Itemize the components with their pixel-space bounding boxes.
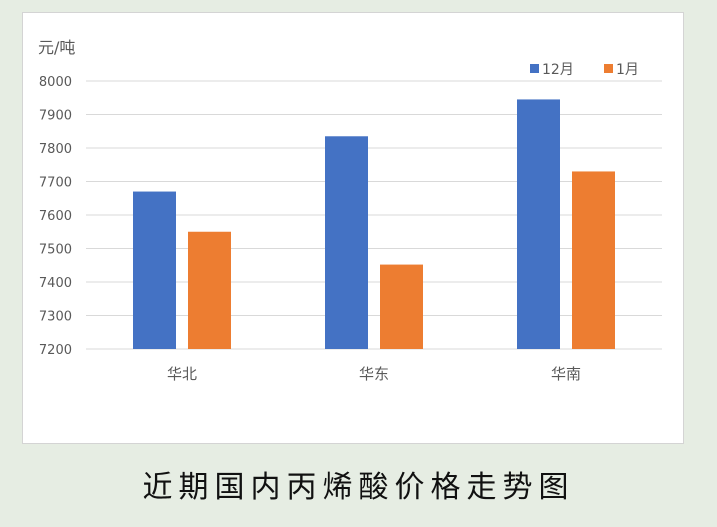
- y-tick-label: 7900: [39, 109, 72, 124]
- y-tick-label: 7200: [39, 343, 72, 358]
- legend: 12月 1月: [530, 62, 639, 78]
- y-tick-label: 7400: [39, 276, 72, 291]
- figure-caption: 近期国内丙烯酸价格走势图: [142, 470, 575, 505]
- legend-swatch: [604, 64, 613, 73]
- bars: [133, 99, 615, 349]
- legend-swatch: [530, 64, 539, 73]
- bar-jan-0: [188, 231, 231, 349]
- bar-jan-2: [572, 171, 615, 349]
- legend-label: 12月: [542, 62, 574, 78]
- bar-dec-2: [517, 99, 560, 349]
- y-tick-label: 7500: [39, 243, 72, 258]
- bar-jan-1: [380, 264, 423, 349]
- bar-dec-0: [133, 191, 176, 349]
- y-unit-label: 元/吨: [38, 38, 75, 57]
- gridlines: [86, 80, 662, 350]
- legend-label: 1月: [616, 62, 639, 78]
- x-axis-labels: 华北 华东 华南: [167, 365, 581, 383]
- y-tick-label: 8000: [39, 75, 72, 90]
- y-tick-label: 7700: [39, 176, 72, 191]
- y-tick-label: 7300: [39, 310, 72, 325]
- y-tick-label: 7600: [39, 209, 72, 224]
- bar-dec-1: [325, 136, 368, 349]
- y-tick-label: 7800: [39, 142, 72, 157]
- x-tick-label: 华北: [167, 365, 197, 383]
- x-tick-label: 华东: [359, 365, 389, 383]
- x-tick-label: 华南: [551, 365, 581, 383]
- y-axis-ticks: 7200 7300 7400 7500 7600 7700 7800 7900 8000: [39, 75, 72, 358]
